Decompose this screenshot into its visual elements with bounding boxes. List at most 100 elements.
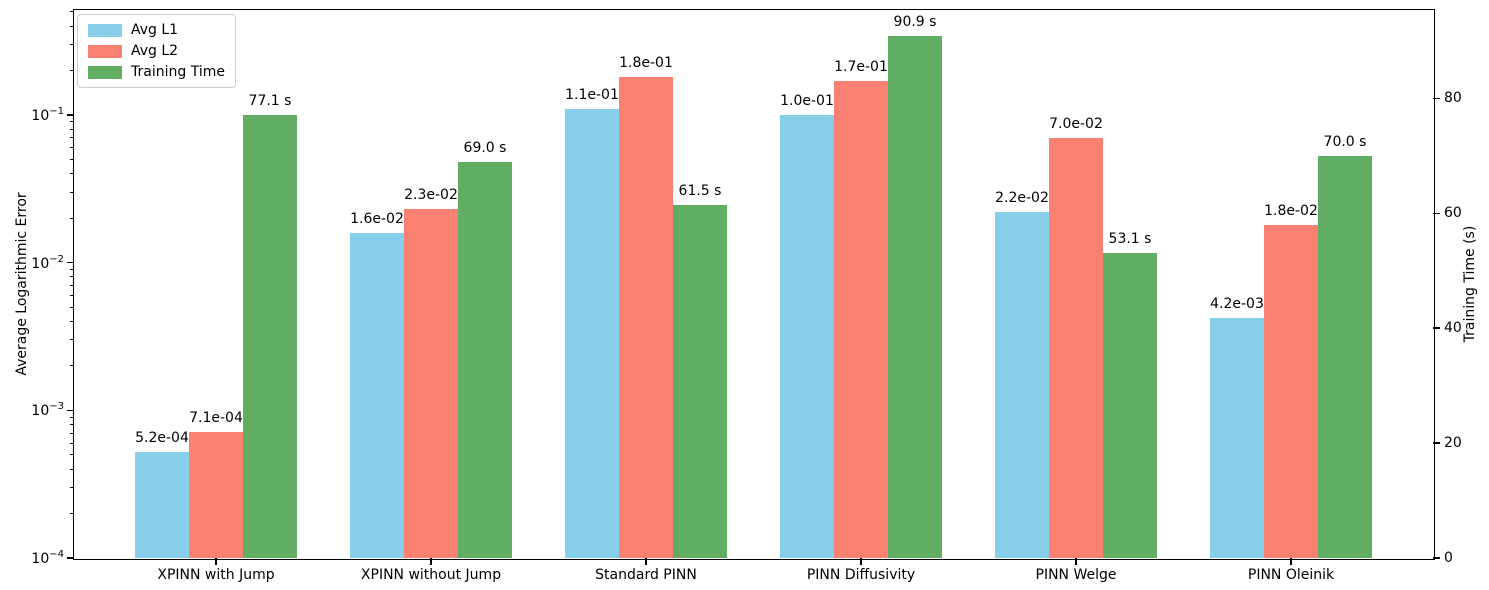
legend-swatch-icon (88, 44, 122, 58)
bar-value-label: 1.8e-02 (1264, 202, 1318, 219)
left-tick-label: 10−4 (31, 549, 64, 567)
left-minor-tick (70, 137, 74, 139)
right-axis-title: Training Time (s) (1462, 225, 1478, 343)
right-major-tick (1433, 442, 1440, 444)
bar-training-time (1318, 155, 1372, 558)
category-label: PINN Oleinik (1247, 567, 1335, 583)
left-minor-tick (70, 306, 74, 308)
x-major-tick (430, 558, 432, 565)
right-major-tick (1433, 97, 1440, 100)
x-major-tick (860, 558, 862, 565)
left-minor-tick (70, 44, 74, 46)
legend: Avg L1 Avg L2 Training Time (77, 14, 236, 88)
left-minor-tick (70, 468, 74, 470)
left-minor-tick (70, 191, 74, 193)
bar-avg-l2 (1049, 137, 1103, 558)
left-major-tick (67, 261, 74, 264)
right-tick-label: 80 (1444, 90, 1462, 107)
bar-value-label: 90.9 s (893, 13, 937, 30)
bar-value-label: 61.5 s (678, 182, 722, 199)
left-minor-tick (70, 147, 74, 149)
left-major-tick (67, 557, 74, 559)
left-minor-tick (70, 365, 74, 367)
right-major-tick (1433, 212, 1440, 215)
right-tick-label: 60 (1444, 205, 1462, 222)
bar-avg-l1 (995, 212, 1049, 558)
left-minor-tick (70, 128, 74, 130)
x-major-tick (215, 558, 217, 565)
bar-value-label: 5.2e-04 (135, 430, 189, 447)
bar-training-time (673, 204, 727, 558)
left-minor-tick (70, 432, 74, 434)
left-minor-tick (70, 513, 74, 515)
left-tick-label: 10−1 (31, 106, 64, 124)
bar-value-label: 69.0 s (463, 139, 507, 156)
x-major-tick (645, 558, 647, 565)
left-minor-tick (70, 339, 74, 341)
left-minor-tick (70, 158, 74, 160)
bar-value-label: 1.0e-01 (780, 92, 834, 109)
left-minor-tick (70, 416, 74, 418)
left-tick-label: 10−3 (31, 401, 64, 420)
bar-training-time (458, 161, 512, 558)
bar-training-time (1103, 252, 1157, 558)
bar-value-label: 1.6e-02 (350, 210, 404, 227)
bar-training-time (243, 115, 297, 558)
bar-value-label: 77.1 s (248, 93, 292, 110)
left-minor-tick (70, 424, 74, 426)
left-minor-tick (70, 294, 74, 296)
legend-label: Avg L1 (131, 22, 179, 38)
legend-swatch-icon (88, 65, 122, 79)
bar-avg-l1 (135, 452, 189, 558)
bar-avg-l1 (780, 114, 834, 558)
bar-avg-l2 (404, 209, 458, 558)
bar-value-label: 7.1e-04 (189, 410, 243, 427)
legend-row: Training Time (88, 65, 225, 79)
bar-value-label: 2.2e-02 (995, 190, 1049, 207)
bar-value-label: 2.3e-02 (404, 187, 458, 204)
bar-value-label: 1.7e-01 (834, 58, 888, 75)
category-label: PINN Diffusivity (806, 567, 916, 583)
right-tick-label: 0 (1444, 550, 1453, 566)
bar-avg-l2 (1264, 224, 1318, 558)
bar-avg-l2 (619, 77, 673, 558)
left-minor-tick (70, 25, 74, 27)
left-minor-tick (70, 70, 74, 72)
left-axis-title: Average Logarithmic Error (14, 192, 30, 376)
category-label: XPINN with Jump (157, 567, 275, 583)
left-minor-tick (70, 276, 74, 278)
bar-value-label: 70.0 s (1323, 133, 1367, 150)
bar-avg-l1 (565, 108, 619, 558)
legend-row: Avg L2 (88, 44, 225, 58)
left-minor-tick (70, 217, 74, 219)
bar-avg-l2 (189, 432, 243, 558)
plot-area (72, 8, 1435, 560)
right-tick-label: 20 (1444, 435, 1462, 452)
left-minor-tick (70, 285, 74, 287)
left-minor-tick (70, 121, 74, 123)
left-minor-tick (70, 442, 74, 444)
right-major-tick (1433, 327, 1440, 329)
legend-label: Avg L2 (131, 43, 179, 59)
category-label: Standard PINN (595, 567, 697, 583)
x-major-tick (1290, 558, 1292, 565)
category-label: XPINN without Jump (360, 567, 502, 583)
bar-value-label: 4.2e-03 (1210, 296, 1264, 313)
bar-value-label: 1.1e-01 (565, 86, 619, 103)
left-tick-label: 10−2 (31, 253, 64, 272)
x-major-tick (1075, 558, 1077, 565)
bar-value-label: 7.0e-02 (1049, 115, 1103, 132)
bar-avg-l2 (834, 80, 888, 558)
bar-value-label: 1.8e-01 (619, 55, 673, 72)
left-minor-tick (70, 487, 74, 489)
bar-avg-l1 (350, 232, 404, 558)
left-minor-tick (70, 268, 74, 270)
right-tick-label: 40 (1444, 320, 1462, 337)
left-major-tick (67, 114, 74, 116)
left-minor-tick (70, 11, 74, 13)
left-major-tick (67, 409, 74, 412)
right-major-tick (1433, 557, 1440, 559)
category-label: PINN Welge (1035, 567, 1117, 583)
left-minor-tick (70, 320, 74, 322)
